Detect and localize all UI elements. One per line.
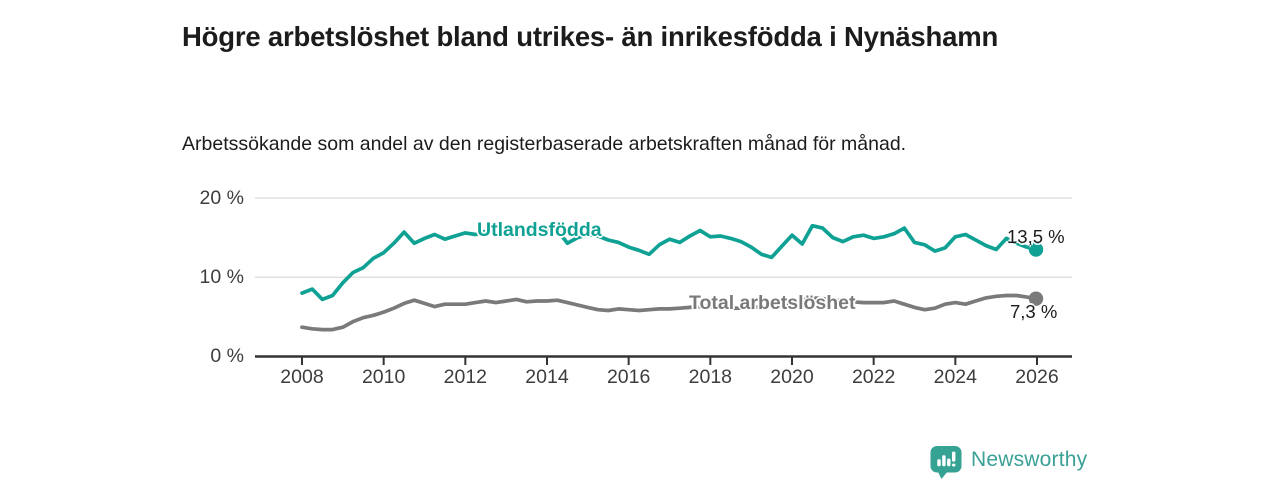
x-axis-tick-label-2024: 2024 bbox=[933, 366, 977, 388]
series-end-dot bbox=[1028, 242, 1044, 257]
end-value-label-total: 7,3 % bbox=[1010, 301, 1058, 322]
y-axis-tick-label-20: 20 % bbox=[199, 187, 244, 209]
y-axis-tick-label-0: 0 % bbox=[210, 345, 244, 367]
newsworthy-logo-icon bbox=[930, 446, 962, 479]
x-axis-tick-label-2022: 2022 bbox=[851, 366, 896, 388]
chart-subtitle: Arbetssökande som andel av den registerb… bbox=[182, 132, 907, 155]
x-axis-tick-label-2010: 2010 bbox=[361, 366, 406, 388]
series-end-dot bbox=[1028, 291, 1044, 306]
x-axis-tick-label-2012: 2012 bbox=[443, 366, 488, 388]
end-value-label-utlandsfodda: 13,5 % bbox=[1007, 226, 1065, 247]
chart-title: Högre arbetslöshet bland utrikes- än inr… bbox=[182, 21, 999, 53]
x-axis-tick-label-2008: 2008 bbox=[280, 366, 324, 388]
newsworthy-wordmark: Newsworthy bbox=[971, 448, 1088, 471]
x-axis-tick-label-2020: 2020 bbox=[770, 366, 814, 388]
x-axis-tick-label-2016: 2016 bbox=[606, 366, 651, 388]
y-axis-tick-label-10: 10 % bbox=[199, 266, 244, 288]
series-line-utlandsfodda bbox=[300, 223, 1039, 302]
x-axis-tick-label-2018: 2018 bbox=[688, 366, 733, 388]
series-line-total bbox=[300, 293, 1039, 332]
x-axis-tick-label-2026: 2026 bbox=[1015, 366, 1059, 388]
newsworthy-branding: Newsworthy bbox=[929, 444, 1087, 480]
series-label-total-arbetsloshet: Total arbetslöshet bbox=[689, 292, 856, 314]
x-axis-tick-label-2014: 2014 bbox=[525, 366, 569, 388]
series-label-utlandsfodda: Utlandsfödda bbox=[477, 219, 602, 241]
